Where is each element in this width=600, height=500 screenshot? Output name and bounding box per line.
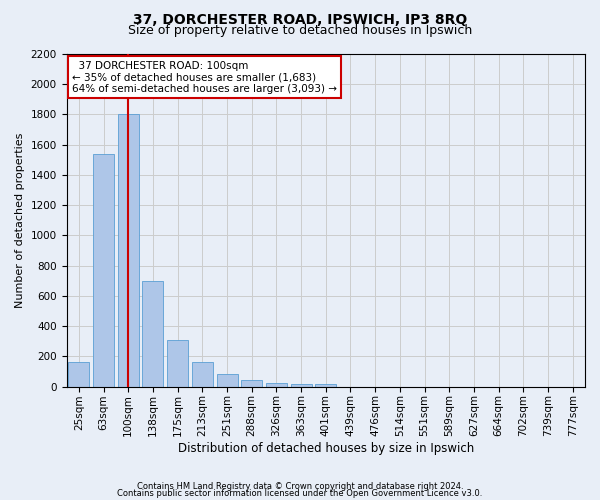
Bar	[266, 383, 287, 386]
Bar	[142, 281, 163, 386]
Bar	[217, 374, 238, 386]
Bar	[167, 340, 188, 386]
Bar	[290, 384, 311, 386]
Bar	[68, 362, 89, 386]
X-axis label: Distribution of detached houses by size in Ipswich: Distribution of detached houses by size …	[178, 442, 474, 455]
Y-axis label: Number of detached properties: Number of detached properties	[15, 132, 25, 308]
Bar	[192, 362, 213, 386]
Text: 37, DORCHESTER ROAD, IPSWICH, IP3 8RQ: 37, DORCHESTER ROAD, IPSWICH, IP3 8RQ	[133, 12, 467, 26]
Bar	[93, 154, 114, 386]
Text: Contains HM Land Registry data © Crown copyright and database right 2024.: Contains HM Land Registry data © Crown c…	[137, 482, 463, 491]
Text: Size of property relative to detached houses in Ipswich: Size of property relative to detached ho…	[128, 24, 472, 37]
Bar	[241, 380, 262, 386]
Text: Contains public sector information licensed under the Open Government Licence v3: Contains public sector information licen…	[118, 489, 482, 498]
Bar	[315, 384, 336, 386]
Text: 37 DORCHESTER ROAD: 100sqm  
← 35% of detached houses are smaller (1,683)
64% of: 37 DORCHESTER ROAD: 100sqm ← 35% of deta…	[72, 60, 337, 94]
Bar	[118, 114, 139, 386]
